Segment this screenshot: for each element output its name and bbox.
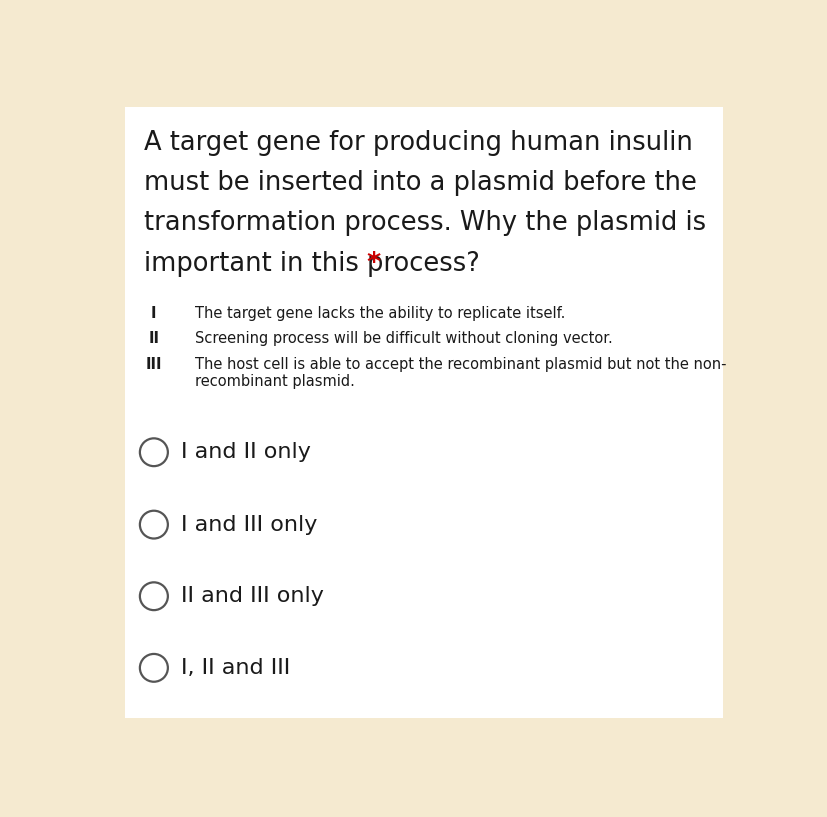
Text: III: III — [146, 357, 162, 372]
Text: important in this process?: important in this process? — [144, 251, 487, 276]
Text: I and III only: I and III only — [181, 515, 317, 534]
Text: transformation process. Why the plasmid is: transformation process. Why the plasmid … — [144, 211, 705, 236]
Text: The target gene lacks the ability to replicate itself.: The target gene lacks the ability to rep… — [194, 306, 565, 321]
Text: Screening process will be difficult without cloning vector.: Screening process will be difficult with… — [194, 332, 612, 346]
FancyBboxPatch shape — [125, 107, 723, 718]
Text: *: * — [366, 251, 380, 276]
Text: I, II and III: I, II and III — [181, 658, 290, 678]
Text: The host cell is able to accept the recombinant plasmid but not the non-
recombi: The host cell is able to accept the reco… — [194, 357, 725, 389]
Text: II: II — [148, 332, 159, 346]
Text: I and II only: I and II only — [181, 442, 310, 462]
Text: I: I — [151, 306, 156, 321]
Text: A target gene for producing human insulin: A target gene for producing human insuli… — [144, 131, 692, 156]
Text: II and III only: II and III only — [181, 587, 323, 606]
Text: must be inserted into a plasmid before the: must be inserted into a plasmid before t… — [144, 171, 696, 196]
